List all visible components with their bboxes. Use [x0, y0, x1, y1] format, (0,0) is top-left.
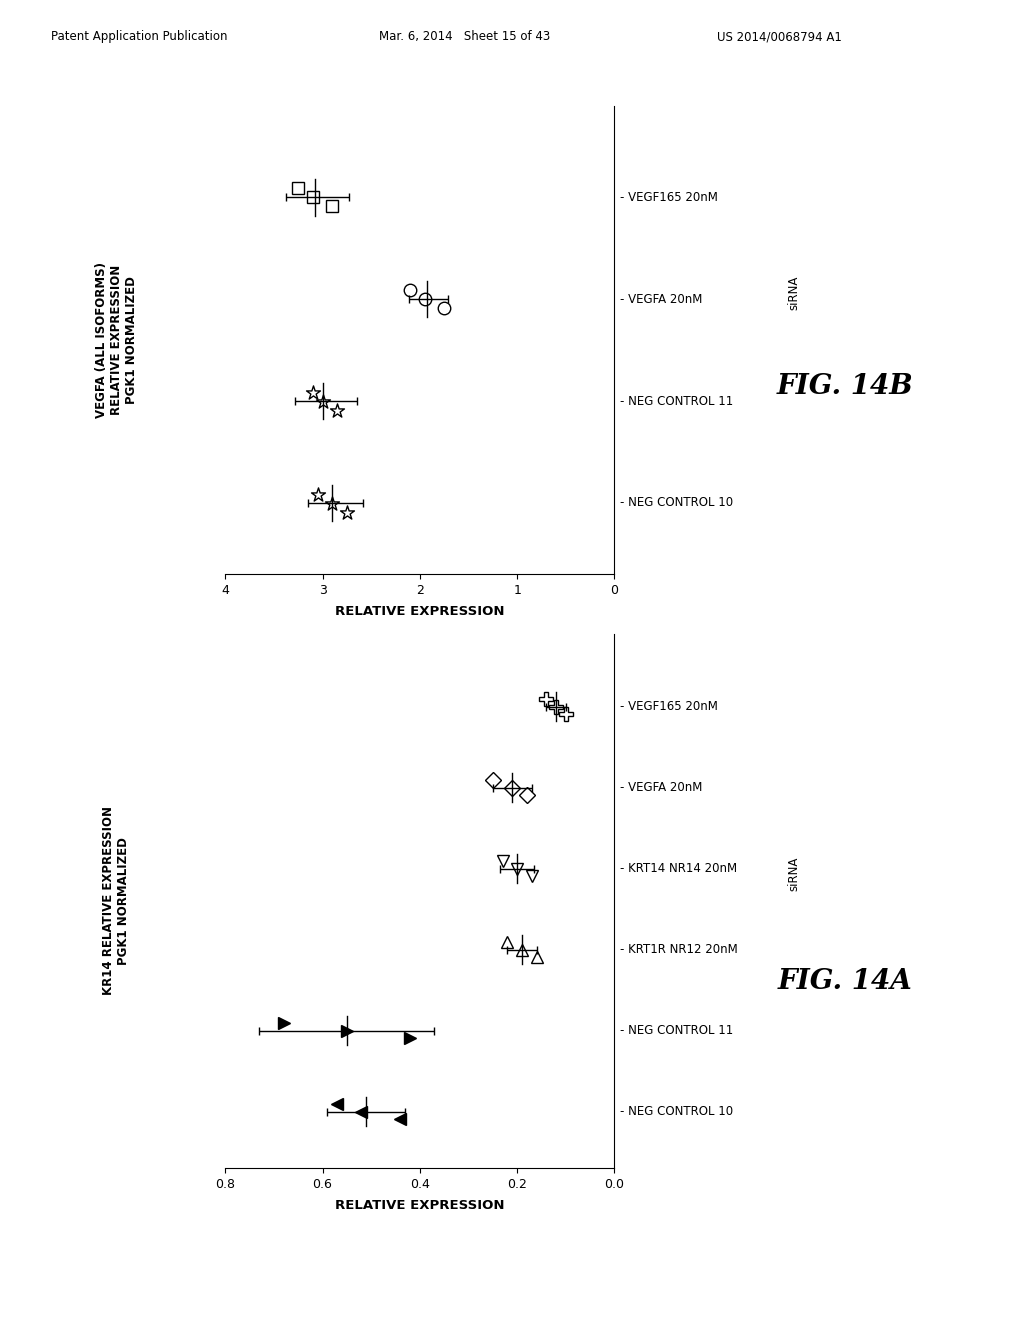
Text: - VEGF165 20nM: - VEGF165 20nM [620, 700, 718, 713]
Text: Mar. 6, 2014   Sheet 15 of 43: Mar. 6, 2014 Sheet 15 of 43 [379, 30, 550, 44]
X-axis label: RELATIVE EXPRESSION: RELATIVE EXPRESSION [335, 1200, 505, 1212]
Text: FIG. 14B: FIG. 14B [776, 374, 913, 400]
Text: - KRT1R NR12 20nM: - KRT1R NR12 20nM [620, 942, 737, 956]
Text: KR14 RELATIVE EXPRESSION
PGK1 NORMALIZED: KR14 RELATIVE EXPRESSION PGK1 NORMALIZED [102, 807, 130, 995]
Text: - VEGFA 20nM: - VEGFA 20nM [620, 781, 702, 795]
Text: - NEG CONTROL 11: - NEG CONTROL 11 [620, 1024, 733, 1038]
Text: FIG. 14A: FIG. 14A [777, 968, 912, 994]
Text: siRNA: siRNA [787, 857, 800, 891]
Text: - NEG CONTROL 10: - NEG CONTROL 10 [620, 496, 733, 510]
Text: US 2014/0068794 A1: US 2014/0068794 A1 [717, 30, 842, 44]
Text: VEGFA (ALL ISOFORMS)
RELATIVE EXPRESSION
PGK1 NORMALIZED: VEGFA (ALL ISOFORMS) RELATIVE EXPRESSION… [95, 261, 138, 418]
Text: - VEGFA 20nM: - VEGFA 20nM [620, 293, 702, 306]
Text: siRNA: siRNA [787, 276, 800, 310]
X-axis label: RELATIVE EXPRESSION: RELATIVE EXPRESSION [335, 606, 505, 618]
Text: - KRT14 NR14 20nM: - KRT14 NR14 20nM [620, 862, 737, 875]
Text: Patent Application Publication: Patent Application Publication [51, 30, 227, 44]
Text: - NEG CONTROL 10: - NEG CONTROL 10 [620, 1105, 733, 1118]
Text: - VEGF165 20nM: - VEGF165 20nM [620, 191, 718, 203]
Text: - NEG CONTROL 11: - NEG CONTROL 11 [620, 395, 733, 408]
